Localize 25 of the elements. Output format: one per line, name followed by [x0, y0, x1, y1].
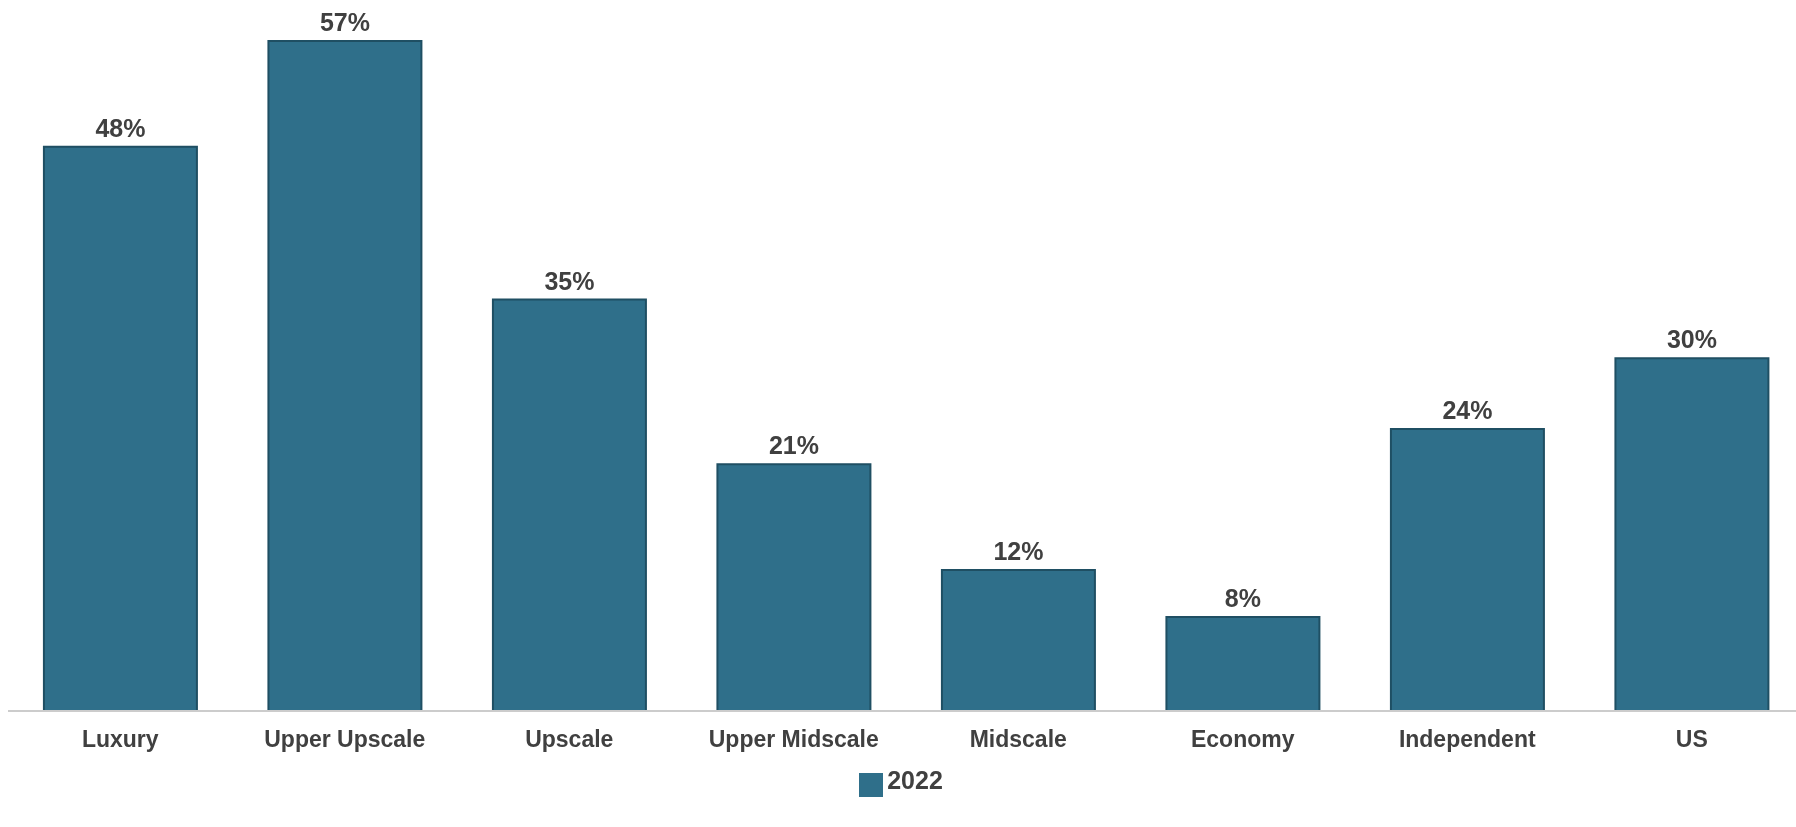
x-tick-label: US — [1675, 726, 1708, 753]
data-label: 12% — [993, 536, 1044, 565]
data-label: 57% — [319, 8, 370, 36]
data-label: 48% — [95, 113, 146, 142]
x-tick-label: Economy — [1190, 726, 1295, 753]
bar — [1165, 615, 1321, 712]
bar — [716, 463, 872, 712]
x-tick-label: Upper Upscale — [264, 726, 426, 753]
bar — [1614, 357, 1770, 712]
data-label: 8% — [1224, 583, 1261, 612]
bar — [42, 145, 198, 712]
data-label: 24% — [1442, 395, 1493, 424]
data-label: 21% — [768, 431, 819, 460]
bar — [1389, 427, 1545, 712]
data-label: 35% — [544, 266, 595, 295]
bar — [491, 298, 647, 712]
x-tick-label: Independent — [1398, 726, 1536, 753]
x-tick-label: Upper Midscale — [708, 726, 879, 753]
legend-label: 2022 — [887, 766, 943, 794]
bar — [267, 40, 423, 712]
data-label: 30% — [1666, 325, 1717, 354]
bar — [940, 568, 1096, 712]
x-tick-label: Upscale — [525, 726, 614, 753]
x-tick-label: Luxury — [81, 726, 159, 753]
x-tick-label: Midscale — [969, 726, 1067, 753]
